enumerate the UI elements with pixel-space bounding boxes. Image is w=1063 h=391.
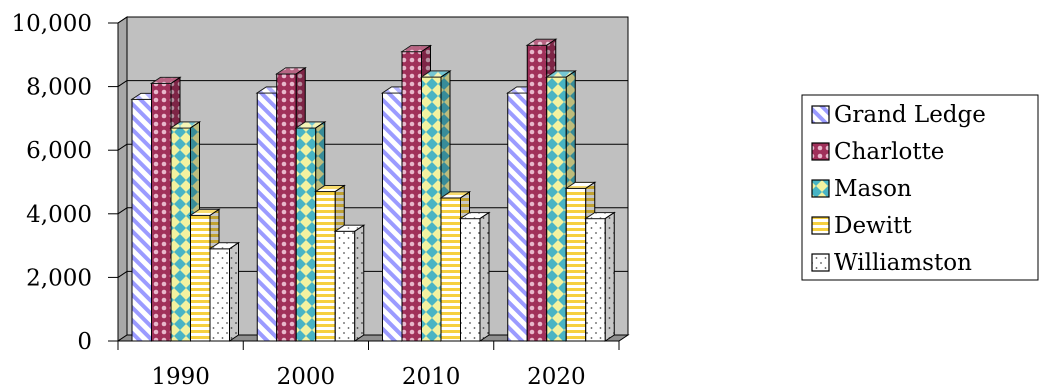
legend-item: Grand Ledge [811,102,986,128]
bar-front [151,82,172,342]
bar-front [315,191,336,342]
y-tick-label: 8,000 [26,75,92,101]
bar-side [604,211,615,342]
bar-front [546,76,567,342]
bar-series [130,38,616,342]
legend-swatch [811,216,830,235]
gridline-side [117,207,128,215]
bar-front [507,92,528,342]
x-axis: 1990 2000 2010 2020 [117,340,620,390]
bar-side-shade [354,225,364,341]
gridline-side [117,143,128,151]
gridline-side [117,16,128,24]
legend-swatch [811,253,830,272]
bar-front [440,197,461,342]
bar-front [460,218,481,342]
legend-label: Grand Ledge [834,102,986,128]
y-tick-label: 10,000 [12,11,92,37]
legend-label: Charlotte [834,139,944,165]
x-tick-label: 2010 [402,364,461,390]
bar-side [354,224,365,342]
legend: Grand Ledge Charlotte Mason Dewitt Williamst… [801,94,1039,281]
y-tick-label: 6,000 [26,138,92,164]
plot-side-wall [117,16,128,342]
legend-item: Dewitt [811,213,912,239]
bar-front [170,127,191,342]
legend-item: Williamston [811,250,972,276]
bar-side-shade [480,212,489,341]
legend-label: Mason [834,176,912,202]
bar [458,211,491,342]
bar [208,241,241,342]
legend-item: Mason [811,176,912,202]
gridline-side [117,80,128,88]
legend-label: Williamston [834,250,972,276]
bar-side [229,241,239,342]
x-tick-label: 2020 [527,364,586,390]
bar-front [295,127,317,342]
bar-front [190,214,211,342]
legend-swatch [811,142,830,161]
bar-front [209,248,230,342]
legend-item: Charlotte [811,139,944,165]
bar-front [421,76,442,342]
legend-label: Dewitt [834,213,912,239]
bar-side-shade [229,242,239,341]
bar-front [401,51,422,342]
bar-side [479,211,490,342]
bar-front [334,230,356,342]
y-axis: 0 2,000 4,000 6,000 8,000 10,000 [12,11,119,355]
x-tick-label: 2000 [277,364,336,390]
bar-side-shade [605,212,615,341]
bar-front [382,92,403,342]
bar-front [276,73,297,342]
y-tick-label: 2,000 [26,265,92,291]
x-tick-label: 1990 [151,364,210,390]
bar-front [585,218,606,342]
legend-swatch [811,105,830,124]
bar-front [131,98,152,342]
y-tick-label: 4,000 [26,202,92,228]
y-tick-label: 0 [77,329,92,355]
bar-front [256,92,278,342]
bar [584,211,616,342]
bar [333,224,366,342]
legend-box [801,94,1039,281]
bar-front [565,187,587,342]
gridline-side [117,270,128,278]
bar-front [526,44,548,342]
legend-swatch [811,179,830,198]
